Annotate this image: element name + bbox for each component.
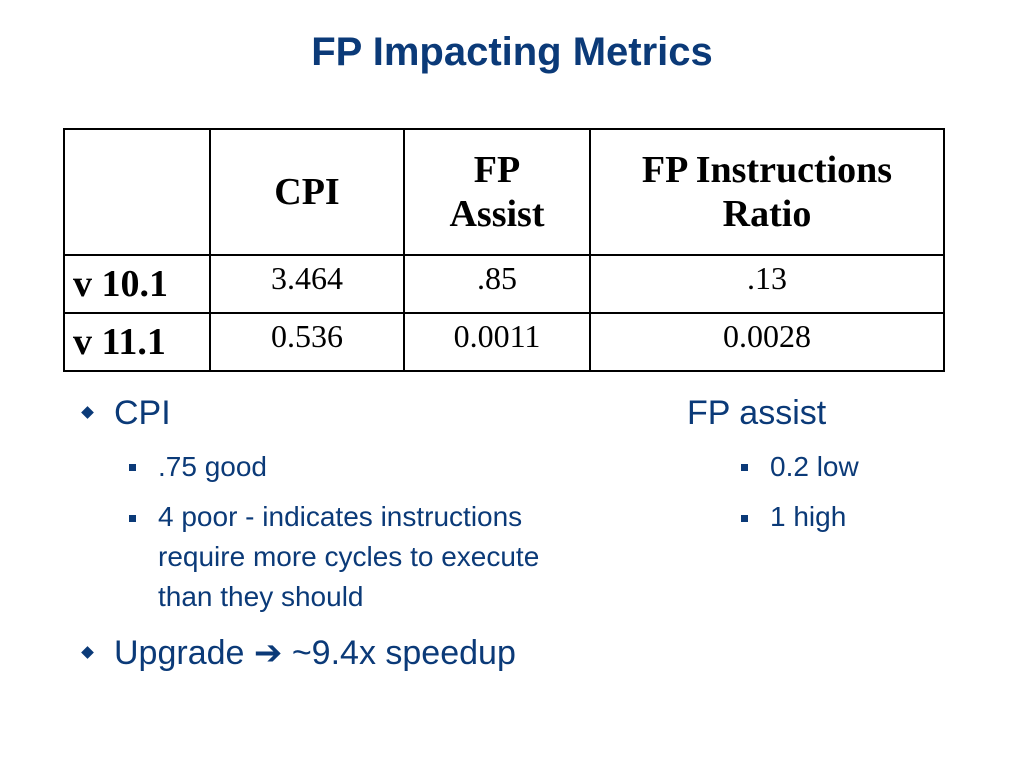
bullet-upgrade: Upgrade ➔ ~9.4x speedup — [114, 633, 516, 673]
header-fp-instructions-ratio: FP Instructions Ratio — [589, 128, 945, 256]
table-row: v 10.1 3.464 .85 .13 — [63, 254, 945, 314]
diamond-bullet-icon — [81, 646, 94, 659]
square-bullet-icon — [129, 515, 136, 522]
square-bullet-icon — [129, 464, 136, 471]
table-row: v 11.1 0.536 0.0011 0.0028 — [63, 312, 945, 372]
cell-cpi: 0.536 — [209, 312, 405, 372]
cell-fp-assist: 0.0011 — [403, 312, 591, 372]
cell-fp-ratio: .13 — [589, 254, 945, 314]
slide-title: FP Impacting Metrics — [311, 30, 713, 74]
row-label: v 10.1 — [63, 254, 211, 314]
cell-fp-ratio: 0.0028 — [589, 312, 945, 372]
subbullet-low: 0.2 low — [770, 451, 859, 482]
header-ratio-line1: FP Instructions — [641, 149, 893, 191]
subbullet-high: 1 high — [770, 501, 847, 532]
square-bullet-icon — [741, 515, 748, 522]
subbullet-poor-line2: require more cycles to execute — [158, 541, 540, 572]
subbullet-good: .75 good — [158, 451, 267, 482]
row-label: v 11.1 — [63, 312, 211, 372]
bullet-cpi: CPI — [114, 394, 171, 432]
cell-cpi: 3.464 — [209, 254, 405, 314]
square-bullet-icon — [741, 464, 748, 471]
metrics-table: CPI FP Assist FP Instructions Ratio v 10… — [63, 128, 945, 372]
right-arrow-icon: ➔ — [253, 633, 283, 673]
header-ratio-line2: Ratio — [722, 193, 812, 235]
upgrade-result: ~9.4x speedup — [291, 634, 516, 672]
header-fp-assist: FP Assist — [403, 128, 591, 256]
diamond-bullet-icon — [81, 406, 94, 419]
fp-assist-heading: FP assist — [687, 394, 827, 432]
header-fp-assist-line1: FP — [473, 149, 521, 191]
header-empty — [63, 128, 211, 256]
cell-fp-assist: .85 — [403, 254, 591, 314]
subbullet-poor-line3: than they should — [158, 581, 364, 612]
upgrade-label: Upgrade — [114, 634, 245, 672]
header-fp-assist-line2: Assist — [449, 193, 545, 235]
header-cpi: CPI — [209, 128, 405, 256]
subbullet-poor-line1: 4 poor - indicates instructions — [158, 501, 523, 532]
table-header-row: CPI FP Assist FP Instructions Ratio — [63, 128, 945, 256]
